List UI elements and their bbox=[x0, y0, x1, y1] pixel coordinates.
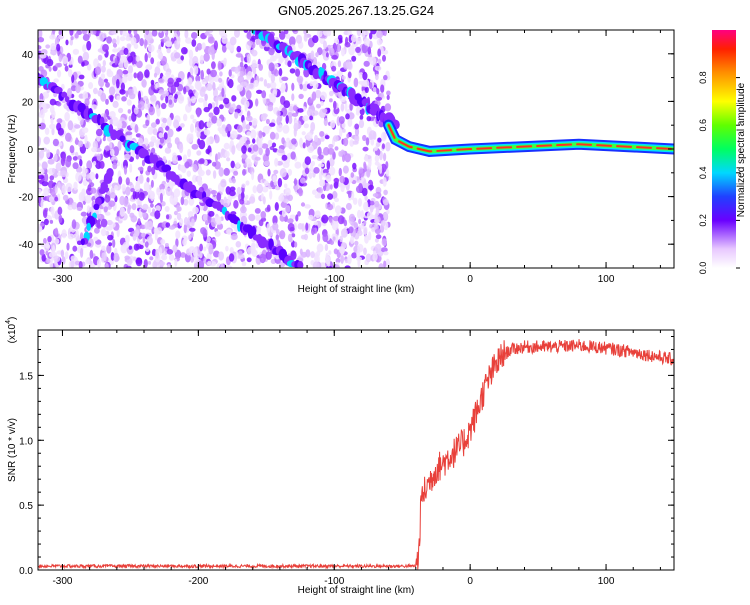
spectrogram-x-tick-label: -100 bbox=[324, 274, 344, 285]
spectrogram-plot bbox=[38, 30, 674, 268]
snr-y-tick-label: 1.0 bbox=[19, 436, 33, 447]
streak-blob bbox=[80, 238, 86, 246]
snr-y-label: SNR (10 * v/v) bbox=[7, 418, 18, 482]
snr-panel: -300 -200 -100 0 100 0.0 0.5 1.0 1.5 Height of … bbox=[5, 317, 675, 596]
colorbar-tick-label: 0.2 bbox=[698, 214, 708, 227]
snr-y-tick-label: 0.5 bbox=[19, 501, 33, 512]
snr-scale-note: (x104) bbox=[5, 317, 18, 344]
spectrogram-x-label: Height of straight line (km) bbox=[298, 284, 415, 295]
colorbar-tick-label: 0.0 bbox=[698, 262, 708, 275]
snr-x-tick-label: -100 bbox=[324, 576, 344, 587]
colorbar-tick-label: 0.8 bbox=[698, 71, 708, 84]
snr-x-tick-label: 100 bbox=[598, 576, 615, 587]
colorbar-label: Normalized spectral amplitude bbox=[736, 82, 747, 217]
snr-x-label: Height of straight line (km) bbox=[298, 585, 415, 596]
colorbar: 0.0 0.2 0.4 0.6 0.8 Normalized spectral ampl… bbox=[698, 30, 747, 274]
streak-blob bbox=[93, 203, 100, 210]
spectrogram-x-tick-label: 100 bbox=[598, 274, 615, 285]
streak-blob bbox=[161, 164, 172, 173]
spectrogram-features bbox=[38, 30, 674, 268]
spectrogram-y-tick-label: 40 bbox=[22, 50, 34, 61]
streak-blob bbox=[61, 91, 68, 98]
snr-x-tick-label: -200 bbox=[188, 576, 208, 587]
spectrogram-x-tick-label: 0 bbox=[467, 274, 473, 285]
streak-blob bbox=[251, 226, 257, 237]
snr-frame bbox=[37, 329, 675, 571]
spectrogram-x-tick-label: -200 bbox=[188, 274, 208, 285]
snr-series-line bbox=[38, 339, 674, 570]
spectrogram-y-tick-label: -40 bbox=[19, 240, 34, 251]
streak-blob bbox=[86, 222, 91, 231]
snr-plot bbox=[38, 339, 674, 570]
colorbar-tick-label: 0.6 bbox=[698, 119, 708, 132]
spectrogram-x-tick-label: -300 bbox=[52, 274, 72, 285]
snr-scale-base: (x10 bbox=[7, 323, 18, 343]
snr-y-ticks: 0.0 0.5 1.0 1.5 bbox=[19, 335, 674, 577]
snr-scale-exp: 4 bbox=[5, 320, 12, 324]
colorbar-gradient bbox=[712, 30, 736, 268]
snr-x-tick-label: 0 bbox=[467, 576, 473, 587]
colorbar-ticks: 0.0 0.2 0.4 0.6 0.8 bbox=[698, 71, 740, 274]
snr-x-tick-label: -300 bbox=[52, 576, 72, 587]
dc-line-core bbox=[387, 124, 674, 153]
colorbar-tick-label: 0.4 bbox=[698, 167, 708, 180]
figure-title: GN05.2025.267.13.25.G24 bbox=[278, 3, 434, 18]
streak-blob bbox=[98, 187, 107, 194]
spectrogram-y-tick-label: 20 bbox=[22, 97, 34, 108]
spectrogram-x-ticks: -300 -200 -100 0 100 bbox=[52, 30, 661, 285]
spectrogram-y-tick-label: 0 bbox=[27, 145, 33, 156]
streak-blob bbox=[297, 261, 304, 268]
snr-y-tick-label: 1.5 bbox=[19, 371, 33, 382]
spectrogram-y-ticks: -40 -20 0 20 40 bbox=[19, 29, 674, 269]
streak-blob bbox=[150, 154, 159, 164]
svg-text:(x104): (x104) bbox=[5, 317, 18, 344]
snr-x-ticks: -300 -200 -100 0 100 bbox=[52, 330, 661, 587]
streak-blob bbox=[39, 77, 48, 87]
snr-y-tick-label: 0.0 bbox=[19, 566, 33, 577]
spectrogram-y-tick-label: -20 bbox=[19, 193, 34, 204]
spectrogram-y-label: Frequency (Hz) bbox=[7, 115, 18, 184]
